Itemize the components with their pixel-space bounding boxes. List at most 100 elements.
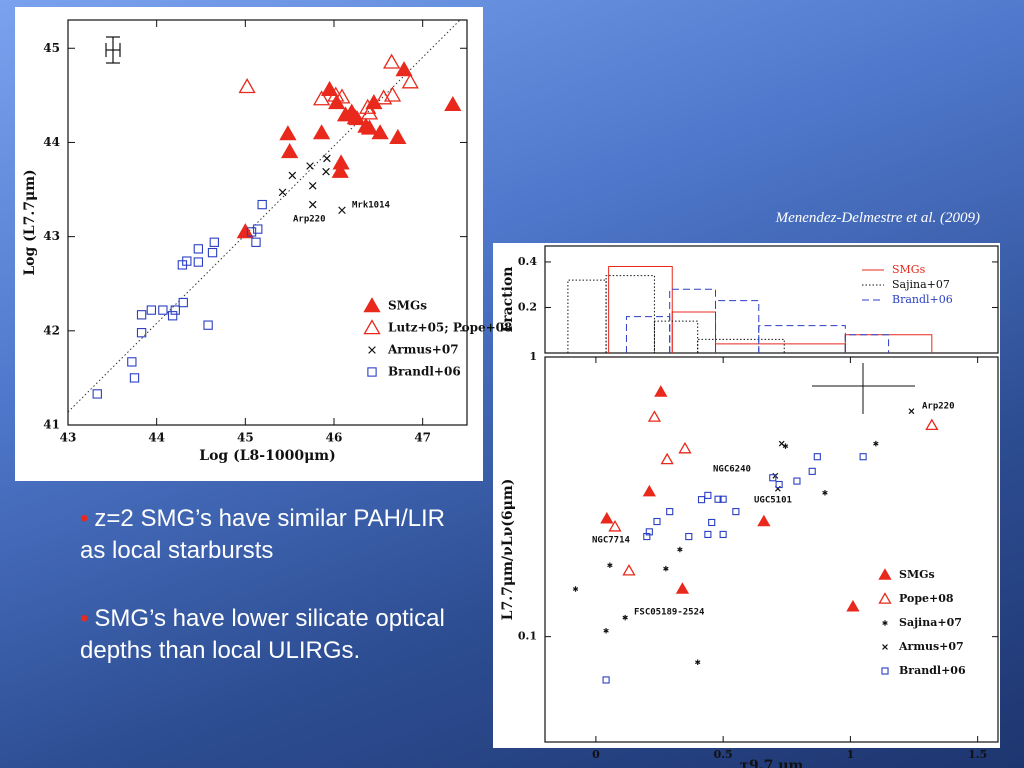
histogram-bin	[653, 320, 699, 353]
x-tick-label: 0	[592, 748, 600, 761]
marker	[925, 418, 939, 431]
marker	[647, 410, 662, 422]
marker	[444, 95, 462, 112]
marker	[678, 441, 692, 454]
x-axis-label: τ9.7 μm	[740, 758, 804, 768]
marker	[642, 484, 656, 497]
marker	[608, 520, 622, 532]
marker	[757, 514, 771, 527]
marker	[572, 586, 579, 592]
x-axis-label: Log (L8-1000μm)	[199, 448, 336, 464]
histogram-bin	[844, 334, 890, 353]
marker	[602, 676, 610, 684]
x-tick-label: 43	[60, 431, 77, 445]
marker	[714, 495, 722, 503]
annotation: NGC7714	[592, 536, 631, 546]
marker	[704, 530, 712, 539]
marker	[822, 490, 828, 496]
marker	[383, 86, 402, 102]
histogram-bin	[697, 338, 785, 353]
legend-label: SMGs	[899, 568, 935, 581]
y-axis-label: Fraction	[500, 267, 516, 333]
marker	[182, 256, 192, 266]
marker	[719, 495, 727, 503]
marker	[660, 452, 674, 465]
marker	[136, 328, 147, 338]
marker	[288, 171, 297, 180]
bullet: SMG’s have lower silicate optical depths…	[80, 603, 450, 667]
marker	[251, 237, 261, 247]
annotation: NGC6240	[713, 465, 751, 475]
marker	[170, 305, 180, 315]
marker	[775, 480, 783, 489]
marker	[908, 408, 915, 415]
left-panel	[15, 7, 483, 481]
marker	[193, 244, 204, 254]
marker	[600, 511, 614, 524]
marker	[360, 119, 379, 135]
marker	[666, 508, 674, 516]
marker	[308, 200, 317, 209]
citation: Menendez-Delmestre et al. (2009)	[775, 210, 980, 226]
error-cross	[812, 363, 915, 414]
marker	[881, 667, 889, 675]
x-tick-label: 1	[847, 748, 855, 761]
marker	[675, 582, 690, 594]
marker	[129, 373, 140, 383]
marker	[331, 162, 349, 178]
legend-label: SMGs	[388, 299, 427, 313]
marker	[281, 143, 299, 159]
marker	[653, 517, 661, 526]
marker	[193, 257, 204, 267]
marker	[209, 237, 219, 247]
marker	[708, 518, 716, 527]
marker	[253, 224, 263, 234]
legend-label: Armus+07	[387, 343, 459, 357]
marker	[808, 467, 816, 475]
marker	[312, 124, 331, 140]
legend-label: Brandl+06	[388, 365, 461, 379]
legend-label: Brandl+06	[899, 664, 966, 677]
marker	[308, 181, 317, 190]
marker	[367, 367, 377, 377]
marker	[146, 305, 157, 315]
marker	[697, 496, 706, 504]
marker	[677, 546, 683, 553]
marker	[383, 53, 401, 69]
marker	[793, 477, 801, 485]
annotation: Mrk1014	[352, 201, 391, 211]
marker	[654, 385, 668, 397]
marker	[348, 110, 366, 126]
marker	[278, 188, 287, 197]
marker	[257, 199, 267, 210]
legend-label: Brandl+06	[892, 293, 953, 306]
y-tick-label: 0.4	[518, 255, 537, 268]
annotation: FSC05189-2524	[634, 608, 705, 618]
marker	[603, 627, 609, 634]
marker	[178, 297, 188, 308]
marker	[363, 297, 381, 313]
marker	[645, 528, 653, 536]
y-tick-label: 43	[43, 229, 60, 243]
y-axis-label: Log (L7.7μm)	[22, 169, 38, 275]
marker	[127, 357, 137, 367]
marker	[732, 508, 740, 516]
marker	[882, 620, 888, 626]
marker	[338, 206, 346, 215]
marker	[719, 530, 727, 539]
marker	[238, 78, 256, 94]
marker	[846, 599, 860, 612]
annotation: Arp220	[922, 402, 955, 412]
x-tick-label: 0.5	[714, 748, 733, 761]
marker	[878, 592, 892, 604]
error-bar	[105, 36, 121, 64]
marker	[695, 659, 701, 665]
marker	[389, 128, 407, 145]
y-tick-label: 44	[43, 135, 60, 149]
marker	[279, 125, 297, 141]
marker	[859, 453, 867, 461]
legend-label: SMGs	[892, 263, 926, 276]
x-tick-label: 1.5	[968, 748, 987, 761]
legend-label: Armus+07	[898, 640, 964, 653]
x-tick-label: 45	[237, 431, 254, 445]
